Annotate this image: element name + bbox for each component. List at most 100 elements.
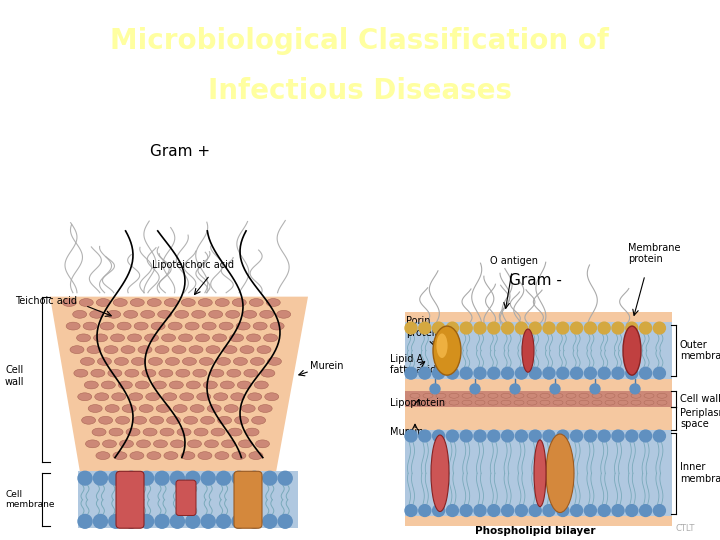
Ellipse shape: [522, 329, 534, 372]
Ellipse shape: [192, 310, 206, 318]
Circle shape: [460, 505, 472, 516]
Ellipse shape: [264, 334, 278, 342]
Circle shape: [446, 322, 459, 334]
Ellipse shape: [436, 400, 446, 405]
Text: Infectious Diseases: Infectious Diseases: [208, 77, 512, 105]
Bar: [78, 471, 298, 528]
Circle shape: [585, 430, 596, 442]
Ellipse shape: [449, 393, 459, 398]
Ellipse shape: [155, 346, 169, 354]
Ellipse shape: [217, 357, 230, 366]
Ellipse shape: [222, 440, 235, 448]
Ellipse shape: [248, 393, 262, 401]
Ellipse shape: [579, 400, 589, 405]
Text: Lipoprotein: Lipoprotein: [390, 397, 445, 408]
Circle shape: [529, 322, 541, 334]
Ellipse shape: [175, 310, 189, 318]
Ellipse shape: [143, 428, 157, 436]
Ellipse shape: [114, 357, 128, 366]
Ellipse shape: [120, 440, 133, 448]
Ellipse shape: [243, 310, 257, 318]
Bar: [405, 391, 672, 407]
Ellipse shape: [156, 404, 170, 413]
Circle shape: [433, 322, 445, 334]
Ellipse shape: [168, 322, 182, 330]
Ellipse shape: [78, 393, 91, 401]
Circle shape: [186, 471, 200, 485]
Circle shape: [516, 430, 528, 442]
Ellipse shape: [527, 400, 537, 405]
Ellipse shape: [553, 400, 563, 405]
Ellipse shape: [194, 428, 208, 436]
Circle shape: [571, 505, 582, 516]
Circle shape: [571, 367, 582, 379]
Ellipse shape: [109, 428, 123, 436]
Ellipse shape: [95, 393, 109, 401]
Ellipse shape: [166, 416, 181, 424]
Ellipse shape: [265, 393, 279, 401]
Circle shape: [598, 505, 611, 516]
Ellipse shape: [83, 322, 97, 330]
Circle shape: [419, 430, 431, 442]
Ellipse shape: [99, 416, 112, 424]
Circle shape: [654, 505, 665, 516]
Ellipse shape: [112, 393, 126, 401]
Ellipse shape: [118, 381, 132, 389]
Ellipse shape: [70, 346, 84, 354]
Circle shape: [654, 430, 665, 442]
Circle shape: [654, 367, 665, 379]
Ellipse shape: [258, 404, 272, 413]
Circle shape: [94, 515, 107, 528]
Circle shape: [217, 515, 230, 528]
Ellipse shape: [256, 440, 269, 448]
Text: Teichoic acid: Teichoic acid: [15, 295, 77, 306]
Circle shape: [488, 367, 500, 379]
Ellipse shape: [605, 393, 615, 398]
Ellipse shape: [180, 393, 194, 401]
Ellipse shape: [423, 400, 433, 405]
Ellipse shape: [227, 369, 241, 377]
Ellipse shape: [113, 451, 127, 460]
Ellipse shape: [81, 416, 96, 424]
Ellipse shape: [166, 357, 179, 366]
Circle shape: [186, 515, 200, 528]
Ellipse shape: [116, 416, 130, 424]
Circle shape: [654, 322, 665, 334]
Circle shape: [585, 505, 596, 516]
Circle shape: [510, 384, 520, 394]
Ellipse shape: [86, 440, 99, 448]
Circle shape: [598, 430, 611, 442]
Circle shape: [612, 505, 624, 516]
Ellipse shape: [161, 334, 176, 342]
Ellipse shape: [124, 310, 138, 318]
Circle shape: [109, 471, 123, 485]
FancyBboxPatch shape: [234, 471, 262, 528]
Ellipse shape: [121, 346, 135, 354]
Text: Periplasmic
space: Periplasmic space: [680, 408, 720, 429]
Ellipse shape: [130, 299, 144, 307]
Ellipse shape: [224, 404, 238, 413]
Ellipse shape: [190, 404, 204, 413]
Circle shape: [405, 430, 417, 442]
Ellipse shape: [104, 346, 118, 354]
Ellipse shape: [130, 451, 144, 460]
Ellipse shape: [257, 346, 271, 354]
Circle shape: [419, 322, 431, 334]
Ellipse shape: [631, 400, 641, 405]
Text: Cell wall: Cell wall: [680, 394, 720, 404]
Ellipse shape: [423, 393, 433, 398]
Text: O antigen: O antigen: [490, 256, 538, 266]
Circle shape: [516, 505, 528, 516]
Ellipse shape: [253, 322, 267, 330]
Text: Gram -: Gram -: [508, 273, 562, 288]
Ellipse shape: [436, 393, 446, 398]
Circle shape: [612, 430, 624, 442]
Circle shape: [263, 515, 276, 528]
Ellipse shape: [181, 451, 195, 460]
Circle shape: [433, 367, 445, 379]
Circle shape: [109, 515, 123, 528]
Circle shape: [630, 384, 640, 394]
Bar: [405, 322, 672, 379]
Text: Inner
membrane: Inner membrane: [680, 462, 720, 484]
Ellipse shape: [261, 369, 275, 377]
